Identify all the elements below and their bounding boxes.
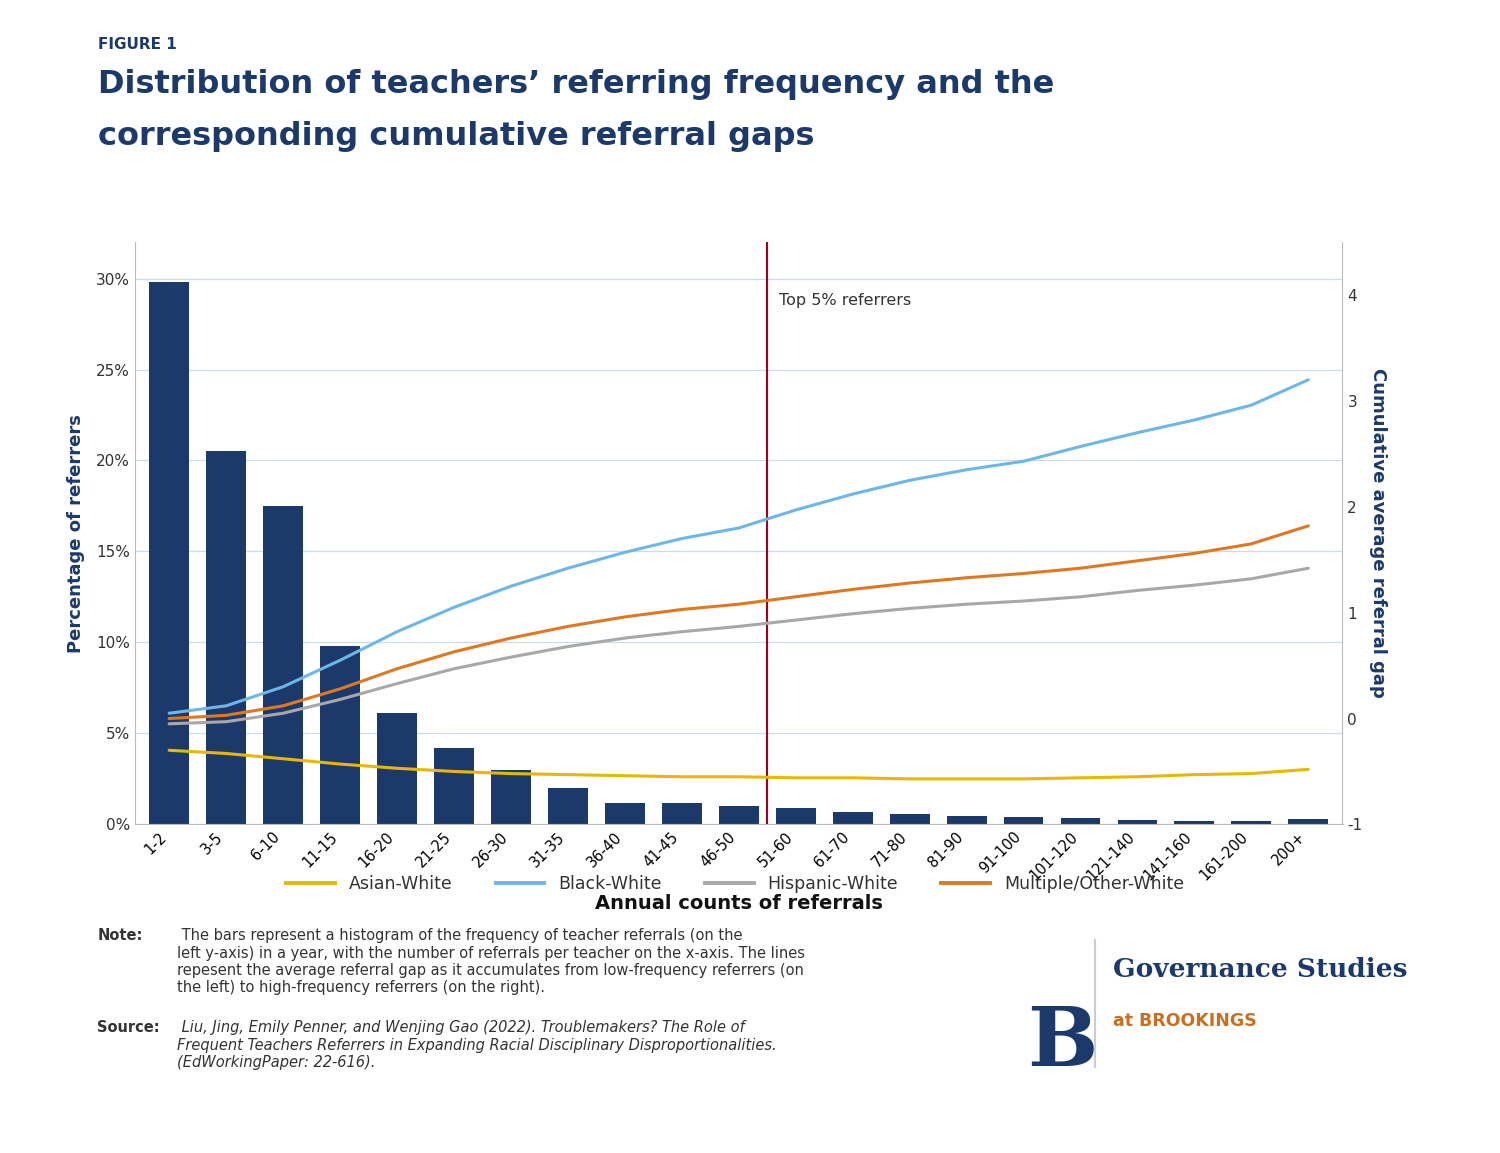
Text: Liu, Jing, Emily Penner, and Wenjing Gao (2022). Troublemakers? The Role of
Freq: Liu, Jing, Emily Penner, and Wenjing Gao… xyxy=(177,1020,777,1070)
Bar xyxy=(376,714,417,824)
Bar xyxy=(1174,821,1215,824)
Bar xyxy=(890,814,930,824)
Text: Note:: Note: xyxy=(98,928,142,943)
Text: at BROOKINGS: at BROOKINGS xyxy=(1113,1012,1257,1031)
Bar xyxy=(148,282,189,824)
Text: Governance Studies: Governance Studies xyxy=(1113,957,1407,982)
Bar xyxy=(604,802,645,824)
Text: B: B xyxy=(1028,1003,1098,1083)
Bar xyxy=(490,770,531,824)
Text: Source:: Source: xyxy=(98,1020,160,1035)
Bar xyxy=(206,451,246,824)
Bar xyxy=(833,812,873,824)
Bar xyxy=(1288,819,1329,824)
Bar xyxy=(1118,820,1158,824)
Text: FIGURE 1: FIGURE 1 xyxy=(98,37,177,52)
Bar xyxy=(1004,817,1044,824)
Bar xyxy=(433,748,474,824)
Bar xyxy=(946,816,987,824)
Legend: Asian-White, Black-White, Hispanic-White, Multiple/Other-White: Asian-White, Black-White, Hispanic-White… xyxy=(279,868,1191,899)
Bar xyxy=(1060,817,1101,824)
Bar xyxy=(320,646,360,824)
Text: corresponding cumulative referral gaps: corresponding cumulative referral gaps xyxy=(98,121,814,152)
Bar xyxy=(548,787,588,824)
Text: Distribution of teachers’ referring frequency and the: Distribution of teachers’ referring freq… xyxy=(98,69,1053,100)
Bar xyxy=(662,802,702,824)
Bar xyxy=(262,506,303,824)
Bar xyxy=(1232,821,1272,824)
Y-axis label: Percentage of referrers: Percentage of referrers xyxy=(68,414,86,653)
Bar xyxy=(718,806,759,824)
X-axis label: Annual counts of referrals: Annual counts of referrals xyxy=(596,895,882,913)
Y-axis label: Cumulative average referral gap: Cumulative average referral gap xyxy=(1370,369,1388,698)
Text: Top 5% referrers: Top 5% referrers xyxy=(778,293,910,308)
Text: The bars represent a histogram of the frequency of teacher referrals (on the
lef: The bars represent a histogram of the fr… xyxy=(177,928,806,995)
Bar xyxy=(776,808,816,824)
